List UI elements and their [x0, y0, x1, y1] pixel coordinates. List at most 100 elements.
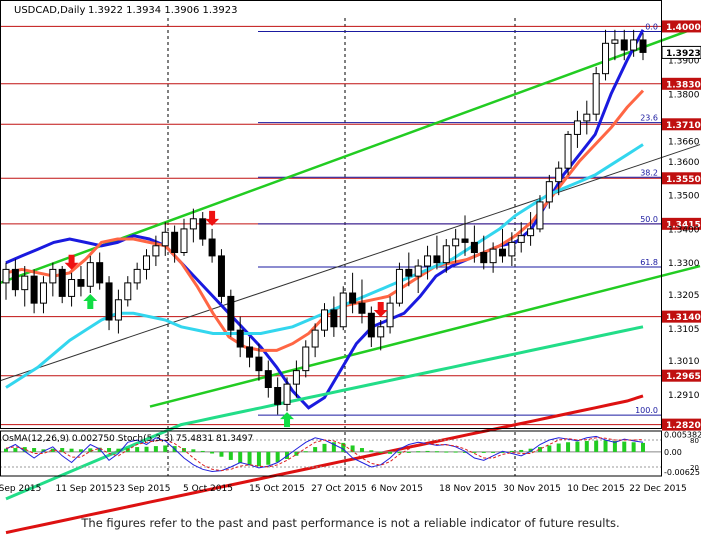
osma-bar-3: [32, 448, 37, 452]
candle-body: [573, 120, 581, 135]
candle-50: [470, 225, 478, 263]
candle-33: [311, 323, 319, 358]
candle-36: [339, 286, 347, 331]
candle-body: [517, 235, 525, 243]
candle-body: [330, 309, 338, 328]
osma-bar-37: [350, 445, 355, 452]
osma-bar-33: [313, 447, 318, 452]
date-tick-7: 18 Nov 2015: [439, 484, 497, 494]
fib-label-5: 100.0: [635, 406, 658, 415]
candle-body: [527, 228, 535, 237]
osma-bar-29: [275, 451, 280, 463]
osma-bar-17: [163, 445, 168, 452]
candle-16: [152, 235, 160, 267]
candle-body: [611, 39, 619, 44]
candle-body: [452, 238, 460, 247]
osma-bar-36: [341, 442, 346, 452]
price-axis: 1.4000 1.3830 1.3710 1.3550 1.3415 1.3140 1.29…: [661, 20, 701, 431]
candle-body: [21, 275, 29, 291]
candle-body: [39, 282, 47, 304]
candle-body: [68, 279, 76, 297]
osma-bar-24: [228, 451, 233, 460]
osma-bar-55: [519, 449, 524, 452]
time-axis: Sep 2015 11 Sep 2015 23 Sep 2015 5 Oct 2015…: [0, 484, 687, 494]
candle-12: [114, 289, 122, 334]
level-tag-3: 1.3550: [666, 175, 701, 185]
candle-body: [536, 201, 544, 230]
level-tag-bg-2: [662, 118, 701, 131]
osma-bar-20: [191, 449, 196, 452]
sell-arrow-4: [373, 302, 388, 318]
fib-label-0: 0.0: [645, 22, 658, 31]
osma-bar-58: [547, 445, 552, 452]
candle-body: [395, 268, 403, 304]
candle-body: [236, 329, 244, 348]
candle-24: [227, 289, 235, 337]
candle-42: [395, 262, 403, 307]
candle-body: [30, 275, 38, 304]
candle-19: [180, 218, 188, 256]
candle-body: [11, 268, 19, 291]
candle-39: [367, 306, 375, 348]
osma-bar-11: [107, 448, 112, 452]
osma-bar-8: [78, 449, 83, 452]
level-tag-bg-6: [662, 369, 701, 382]
osma-bar-62: [584, 440, 589, 452]
level-tag-4: 1.3415: [666, 220, 701, 230]
candle-body: [283, 383, 291, 405]
price-tick-6: 1.3300: [668, 259, 700, 269]
candle-body: [133, 268, 141, 284]
fibonacci-levels: 0.0 23.6 38.2 50.0 61.8 100.0: [258, 22, 661, 416]
level-tag-bg-1: [662, 77, 701, 90]
osma-bar-7: [69, 448, 74, 452]
candle-body: [508, 241, 516, 257]
osc-panel-border: [0, 430, 662, 477]
current-price-tag: 1.3923: [666, 49, 701, 59]
osma-bar-31: [294, 451, 299, 456]
candle-65: [611, 29, 619, 61]
osma-bar-54: [509, 450, 514, 452]
level-tag-6: 1.2965: [666, 372, 701, 382]
date-tick-1: 11 Sep 2015: [55, 484, 112, 494]
candle-body: [386, 302, 394, 328]
osma-bar-34: [322, 443, 327, 452]
candle-32: [302, 340, 310, 378]
candle-body: [302, 346, 310, 372]
candle-13: [124, 276, 132, 307]
candle-27: [255, 343, 263, 381]
candle-34: [321, 303, 328, 337]
osma-bar-46: [434, 451, 439, 453]
fib-label-2: 38.2: [640, 168, 658, 177]
osma-bar-25: [238, 451, 243, 464]
osc-tick-1: 0.00: [664, 448, 682, 457]
candle-body: [227, 295, 235, 331]
candle-body: [96, 262, 104, 284]
level-tag-0: 1.4000: [666, 23, 701, 33]
candle-body: [555, 167, 563, 183]
horizontal-levels: [0, 25, 661, 426]
osma-bar-9: [88, 448, 93, 452]
candle-29: [274, 377, 282, 415]
candle-49: [461, 215, 469, 256]
osma-bar-42: [397, 451, 402, 454]
osma-bar-43: [406, 451, 411, 453]
candle-60: [564, 131, 572, 175]
buy-arrow-3: [280, 412, 295, 428]
osma-bar-35: [331, 442, 336, 452]
osma-bar-49: [463, 451, 468, 453]
osma-bar-12: [116, 448, 121, 452]
osma-bar-40: [378, 451, 383, 453]
level-tag-bg-4: [662, 217, 701, 230]
osma-bar-38: [359, 448, 364, 452]
sell-arrow-0: [64, 254, 79, 270]
candle-body: [264, 370, 272, 389]
candle-6: [58, 266, 66, 304]
candle-52: [489, 242, 497, 273]
candle-body: [358, 302, 366, 314]
osma-bar-48: [453, 451, 458, 453]
candle-59: [555, 161, 563, 196]
candle-58: [545, 174, 553, 209]
candle-9: [86, 255, 94, 294]
osma-bar-2: [22, 447, 27, 452]
candle-25: [236, 316, 244, 358]
